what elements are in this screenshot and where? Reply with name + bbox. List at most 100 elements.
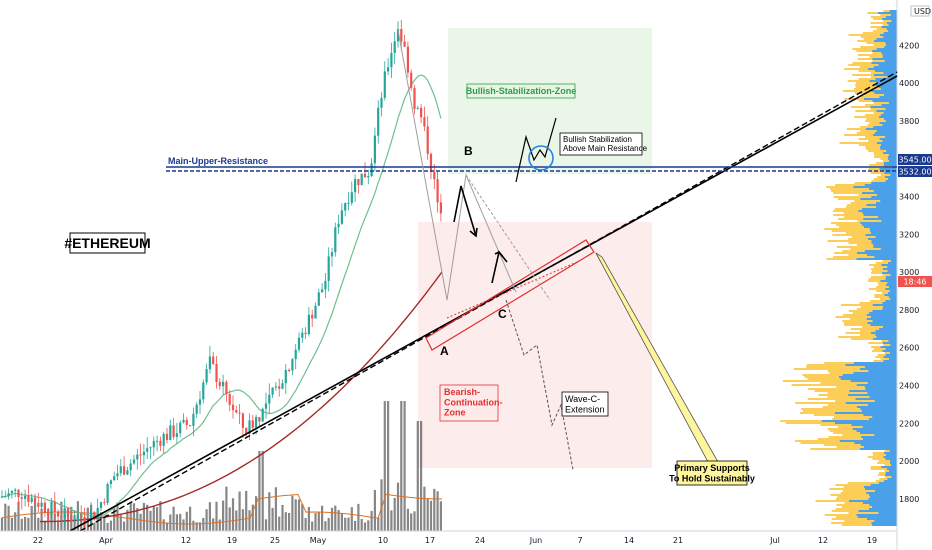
profile-bar-up [867,382,897,384]
volume-bar [330,507,334,531]
profile-bar-up [872,416,897,418]
profile-bar-down [794,440,840,442]
candle-body [340,210,343,224]
profile-bar-down [874,178,889,180]
volume-bar [152,505,155,531]
profile-bar-up [879,328,897,330]
candle-body [106,484,109,503]
profile-bar-down [871,272,882,274]
profile-bar-up [863,502,897,504]
volume-bar [403,401,406,531]
profile-bar-up [890,464,897,466]
profile-bar-down [817,438,863,440]
profile-bar-down [827,404,868,406]
profile-bar-down [836,504,870,506]
profile-bar-down [850,248,881,250]
profile-bar-down [833,432,860,434]
resistance-label: Main-Upper-Resistance [168,156,268,166]
volume-bar [37,517,40,531]
time-tick-label: 19 [867,536,877,545]
bullish-zone-label: Bullish-Stabilization-Zone [466,86,577,96]
profile-bar-down [856,132,875,134]
candle-body [423,117,426,127]
profile-bar-up [885,180,897,182]
profile-bar-down [873,266,888,268]
candle-body [284,369,287,384]
profile-bar-down [880,298,891,300]
bullish-zone-label-box [466,83,576,99]
profile-bar-down [829,372,854,374]
profile-bar-up [883,32,897,34]
profile-bar-down [884,470,890,472]
profile-bar-down [877,462,890,464]
candle-body [70,515,73,523]
candle-body [129,463,132,471]
candle-body [413,87,416,109]
profile-bar-up [861,410,897,412]
profile-bar-down [875,262,888,264]
profile-bar-up [861,208,897,210]
profile-bar-down [871,270,888,272]
candle-body [294,349,297,360]
profile-bar-down [861,326,883,328]
profile-bar-down [852,74,874,76]
profile-bar-up [866,204,897,206]
profile-bar-down [831,190,874,192]
candle-body [301,332,304,338]
profile-bar-down [854,200,881,202]
profile-bar-up [867,68,897,70]
profile-bar-down [833,416,873,418]
profile-bar-up [860,198,897,200]
profile-bar-down [873,18,883,20]
time-tick-label: Apr [99,536,114,545]
profile-bar-up [883,162,897,164]
text-line: Continuation- [444,397,502,407]
profile-bar-up [875,236,897,238]
candle-body [347,202,350,204]
profile-bar-down [829,430,857,432]
profile-bar-down [860,96,880,98]
profile-bar-up [880,144,897,146]
volume-bar [162,519,165,531]
profile-bar-up [868,418,897,420]
stabilization-note: Bullish Stabilization Above Main Resistan… [563,135,648,153]
volume-bar [27,517,30,531]
candle-body [271,387,274,395]
profile-bar-up [876,130,897,132]
volume-bar [245,490,248,531]
profile-bar-up [867,392,897,394]
profile-bar-down [855,84,876,86]
profile-bar-down [838,336,877,338]
profile-bar-up [876,82,897,84]
profile-bar-up [872,58,897,60]
primary-support-box [676,460,748,486]
profile-bar-up [856,384,897,386]
profile-bar-down [834,252,857,254]
profile-bar-down [852,62,872,64]
volume-bar [93,522,96,531]
candle-body [136,454,139,460]
profile-bar-up [855,398,897,400]
profile-bar-down [807,378,841,380]
price-tick-label: 4000 [899,79,919,88]
profile-bar-up [880,114,897,116]
time-axis-ticks: 22 Apr 12 19 25 May 10 17 24 Jun 7 14 21 Jul 12 19 [33,536,877,545]
volume-bar [103,516,106,531]
profile-bar-down [808,388,866,390]
candle-body [189,425,192,427]
profile-bar-down [820,424,852,426]
candle-body [172,425,175,437]
profile-bar-down [854,182,872,184]
profile-bar-down [842,90,872,92]
price-tick-label: 3400 [899,193,919,202]
profile-bar-down [854,116,880,118]
volume-bar [73,515,76,531]
volume-bar [383,401,386,531]
candle-body [367,176,370,178]
profile-bar-down [868,342,883,344]
candle-body [90,511,93,524]
candle-body [420,107,423,118]
time-tick-label: 7 [577,536,582,545]
profile-bar-up [866,314,897,316]
profile-bar-down [807,398,856,400]
